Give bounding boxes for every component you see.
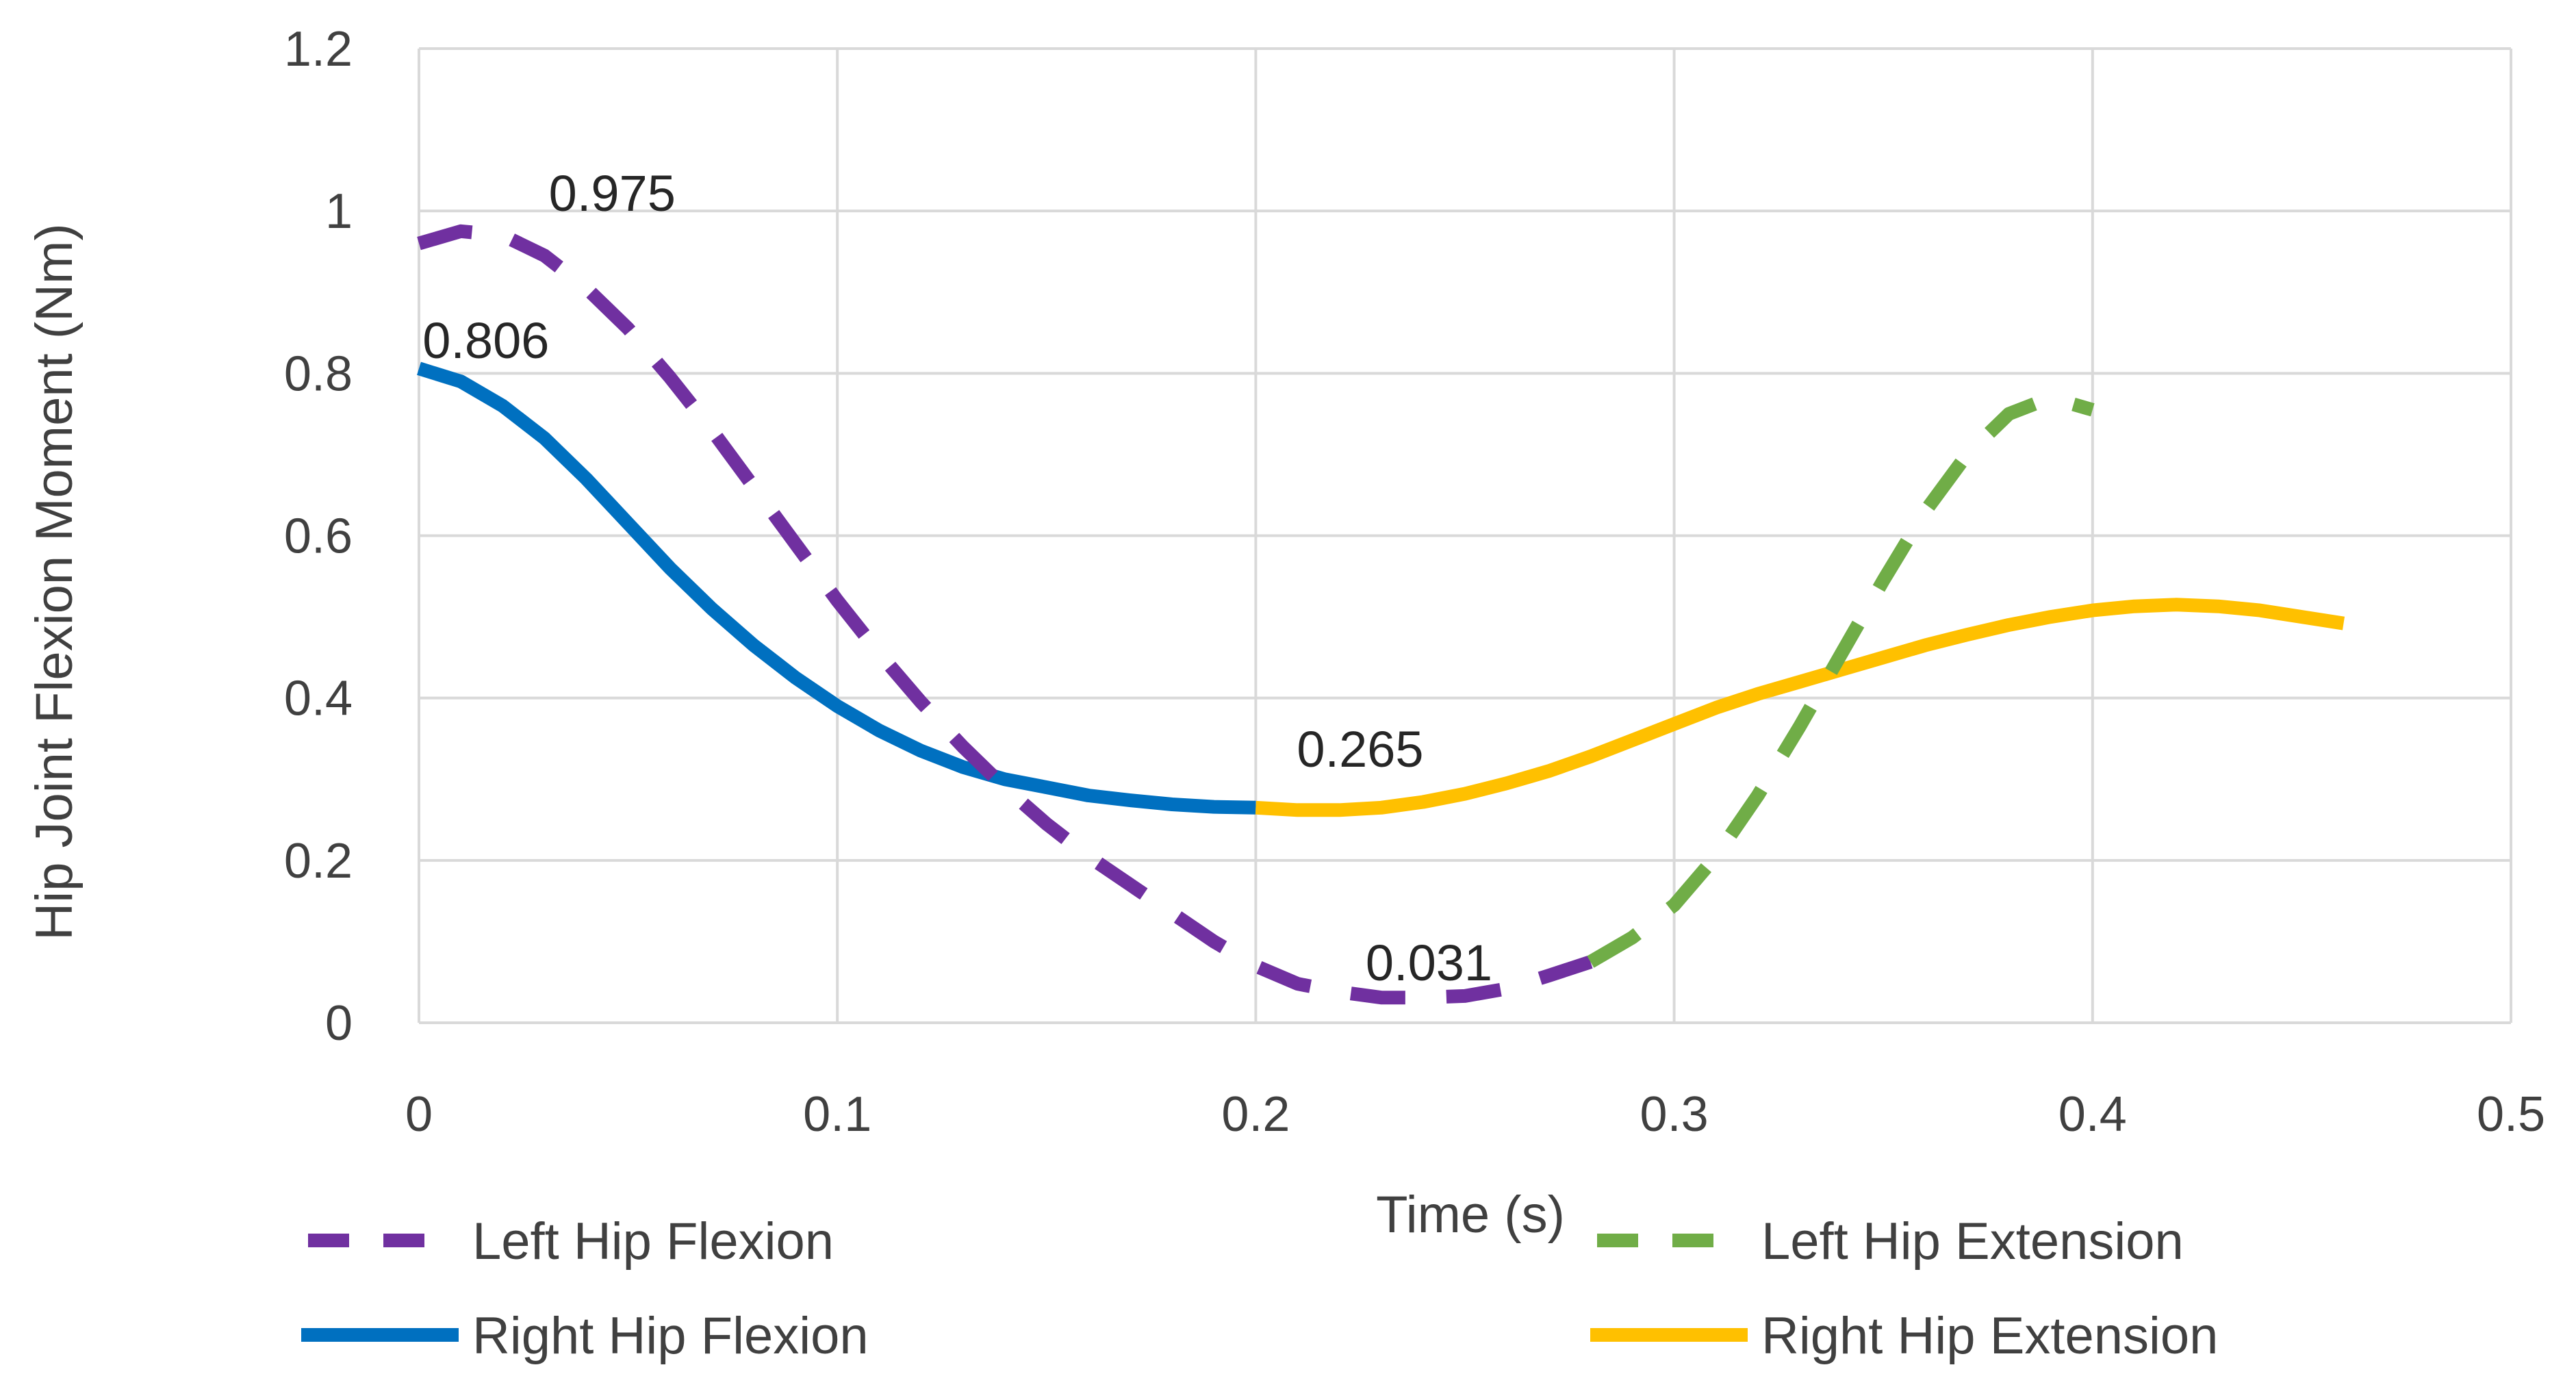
legend-label: Right Hip Extension xyxy=(1761,1307,2218,1365)
legend-item: Right Hip Flexion xyxy=(301,1307,869,1365)
x-tick-label: 0.1 xyxy=(803,1087,871,1142)
x-tick-label: 0 xyxy=(405,1087,433,1142)
legend-item: Right Hip Extension xyxy=(1590,1307,2218,1365)
data-labels: 0.975 0.806 0.265 0.031 xyxy=(422,165,1492,991)
y-tick-label: 1 xyxy=(325,184,353,239)
legend-label: Left Hip Extension xyxy=(1761,1212,2184,1271)
x-axis-title: Time (s) xyxy=(1376,1186,1565,1244)
legend-item: Left Hip Flexion xyxy=(301,1212,834,1271)
series-line-right-hip-flexion xyxy=(417,361,1256,815)
series-line-right-hip-extension xyxy=(1255,598,2345,817)
series-layer xyxy=(417,224,2345,1005)
x-tick-label: 0.4 xyxy=(2058,1087,2127,1142)
y-tick-label: 0.8 xyxy=(284,346,353,401)
legend-item: Left Hip Extension xyxy=(1590,1212,2184,1271)
legend: Left Hip Flexion Left Hip Extension Right … xyxy=(301,1212,2218,1365)
y-axis-title: Hip Joint Flexion Moment (Nm) xyxy=(25,223,84,940)
data-label: 0.806 xyxy=(422,312,549,369)
y-tick-label: 0 xyxy=(325,996,353,1051)
y-tick-label: 0.2 xyxy=(284,834,353,889)
y-tick-label: 0.6 xyxy=(284,509,353,564)
legend-label: Left Hip Flexion xyxy=(472,1212,834,1271)
data-label: 0.975 xyxy=(549,165,676,222)
data-label: 0.031 xyxy=(1366,934,1492,991)
series-line-left-hip-flexion xyxy=(417,224,1593,1005)
x-tick-label: 0.3 xyxy=(1640,1087,1709,1142)
y-tick-label: 0.4 xyxy=(284,672,353,726)
x-tick-label: 0.5 xyxy=(2477,1087,2545,1142)
y-tick-label: 1.2 xyxy=(284,22,353,77)
gridlines xyxy=(418,47,2512,1024)
series-line-left-hip-extension xyxy=(1587,390,2095,968)
x-tick-label: 0.2 xyxy=(1221,1087,1290,1142)
tick-labels: 0 0.2 0.4 0.6 0.8 1 1.2 0 0.1 0.2 0.3 0.4 0.5 xyxy=(284,22,2545,1142)
data-label: 0.265 xyxy=(1297,721,1423,778)
legend-label: Right Hip Flexion xyxy=(472,1307,869,1365)
